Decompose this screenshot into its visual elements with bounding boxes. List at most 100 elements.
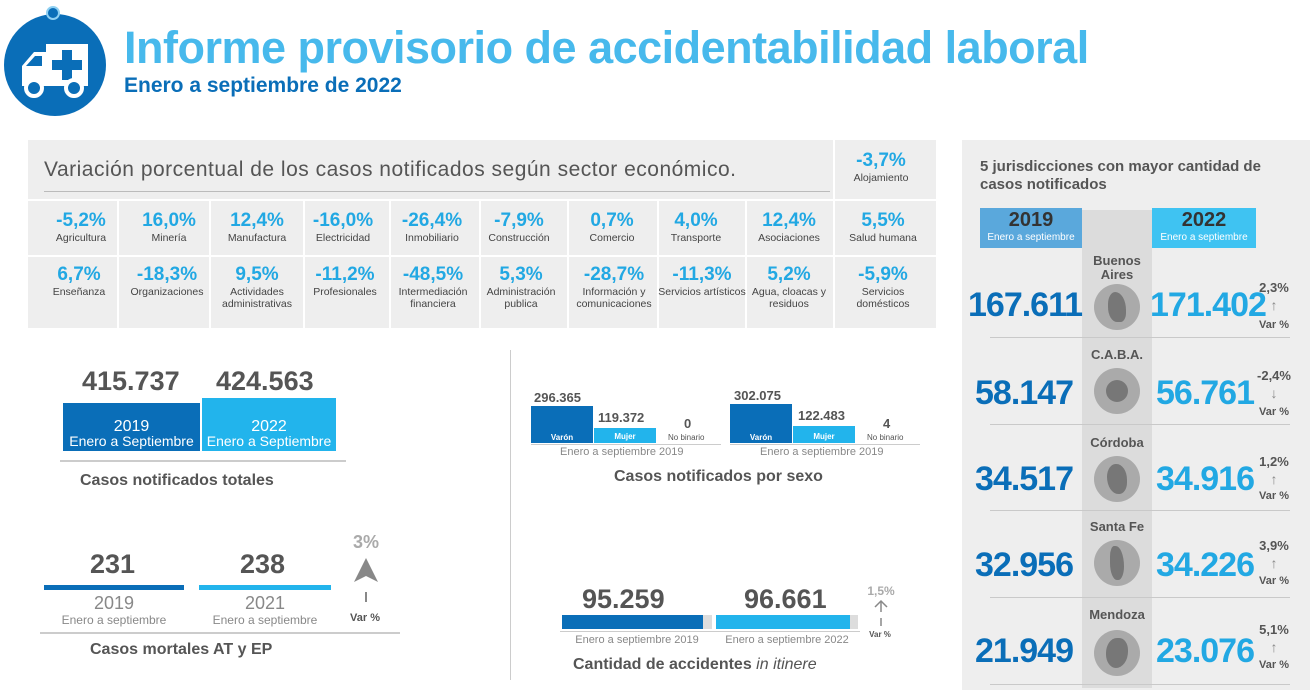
sector-value: -18,3% xyxy=(136,264,198,285)
sex-mujer-label: Mujer xyxy=(813,432,835,441)
santa-fe-map-icon xyxy=(1094,540,1140,586)
mortal-period-2021: Enero a septiembre xyxy=(212,613,318,627)
sector-grid xyxy=(28,140,936,328)
sector-value: 9,5% xyxy=(235,264,279,285)
jurisdictions-header-2019: 2019 Enero a septiembre xyxy=(980,208,1082,248)
mortal-var-label: Var % xyxy=(350,612,380,624)
sector-value: 6,7% xyxy=(57,264,101,285)
sex-varon-label: Varón xyxy=(550,433,574,442)
sector-cell: 5,5% Salud humana xyxy=(838,210,928,244)
row-divider xyxy=(990,337,1290,338)
sex-caption-2: Enero a septiembre 2019 xyxy=(760,446,884,458)
sector-cell: -5,2% Agricultura xyxy=(36,210,126,244)
itinere-label-main: Cantidad de accidentes xyxy=(573,656,757,673)
jurisdiction-value-2019: 21.949 xyxy=(975,632,1074,670)
row-divider xyxy=(990,684,1290,685)
sector-label: Servicios artísticos xyxy=(658,286,746,298)
sex-underline-2 xyxy=(730,444,920,445)
itinere-caption-2019: Enero a septiembre 2019 xyxy=(575,634,699,646)
sector-label: Organizaciones xyxy=(130,286,204,298)
itinere-value-2019: 95.259 xyxy=(582,584,665,614)
cordoba-map-icon xyxy=(1094,456,1140,502)
sector-value: 0,7% xyxy=(590,210,634,231)
sector-label: Servicios domésticos xyxy=(856,286,910,310)
sex-mujer-label: Mujer xyxy=(614,432,636,441)
totals-bar-2022: 2022 Enero a Septiembre xyxy=(202,398,336,451)
sector-value: 5,2% xyxy=(767,264,811,285)
sex-mujer-value-1: 119.372 xyxy=(598,410,645,425)
sex-varon-value-1: 296.365 xyxy=(534,390,581,405)
sector-value: 5,5% xyxy=(861,210,905,231)
sex-varon-value-2: 302.075 xyxy=(734,388,781,403)
mortal-period-2019: Enero a septiembre xyxy=(61,613,167,627)
mortal-year-2021: 2021 xyxy=(244,593,286,613)
itinere-value-2022: 96.661 xyxy=(744,584,827,614)
sex-nobinario-value-1: 0 xyxy=(684,416,692,431)
sector-value: -3,7% xyxy=(856,150,906,171)
totals-period-2019: Enero a Septiembre xyxy=(69,433,194,449)
sector-value: -26,4% xyxy=(401,210,463,231)
sector-value: -7,9% xyxy=(494,210,544,231)
jurisdiction-value-2019: 32.956 xyxy=(975,546,1074,584)
mortal-var-value: 3% xyxy=(352,532,379,552)
sector-label: Enseñanza xyxy=(52,286,106,298)
sector-label: Manufactura xyxy=(227,232,287,244)
sector-value: 12,4% xyxy=(230,210,284,231)
sector-cell: 16,0% Minería xyxy=(124,210,214,244)
sector-cell: -26,4% Inmobiliario xyxy=(387,210,477,244)
row-divider xyxy=(990,597,1290,598)
jurisdiction-name: Mendoza xyxy=(1089,607,1145,622)
mendoza-map-icon xyxy=(1094,630,1140,676)
sector-label: Minería xyxy=(151,232,187,244)
itinere-label-italic: in itinere xyxy=(756,656,817,673)
arrow-icon: ↑ xyxy=(1270,297,1278,313)
jurisdiction-var-label: Var % xyxy=(1259,575,1289,587)
up-arrow-icon xyxy=(874,599,888,626)
sector-label: Actividades administrativas xyxy=(221,286,293,310)
jurisdictions-year-2019: 2019 xyxy=(1008,209,1054,231)
sex-varon-bar-1: Varón xyxy=(531,406,593,443)
jurisdiction-variation: 5,1% xyxy=(1259,622,1289,637)
jurisdiction-var-label: Var % xyxy=(1259,406,1289,418)
sector-value: 16,0% xyxy=(142,210,196,231)
totals-underline xyxy=(60,460,346,462)
row-divider xyxy=(990,424,1290,425)
sector-cell: 5,2% Agua, cloacas y residuos xyxy=(744,264,834,310)
sector-value: -16,0% xyxy=(312,210,374,231)
sector-value: 12,4% xyxy=(762,210,816,231)
sex-varon-label: Varón xyxy=(749,433,773,442)
jurisdictions-title: 5 jurisdicciones con mayor cantidad de c… xyxy=(980,158,1261,193)
itinere-var-value: 1,5% xyxy=(867,584,895,598)
jurisdiction-value-2019: 34.517 xyxy=(975,460,1074,498)
sector-label: Construcción xyxy=(488,232,550,244)
totals-year-2022: 2022 xyxy=(251,418,287,435)
jurisdictions-period-2022: Enero a septiembre xyxy=(1160,232,1248,243)
sex-mujer-bar-2: Mujer xyxy=(793,426,855,443)
totals-bar-2019: 2019 Enero a Septiembre xyxy=(63,403,200,451)
sector-cell: -48,5% Intermediación financiera xyxy=(388,264,478,310)
itinere-underline xyxy=(560,631,860,632)
sex-caption-1: Enero a septiembre 2019 xyxy=(560,446,684,458)
buenos-aires-map-icon xyxy=(1094,284,1140,330)
sector-label: Salud humana xyxy=(849,232,917,244)
ambulance-icon xyxy=(22,44,88,98)
arrow-icon: ↑ xyxy=(1270,555,1278,571)
sector-label: Electricidad xyxy=(315,232,371,244)
sex-varon-bar-2: Varón xyxy=(730,404,792,443)
arrow-icon: ↓ xyxy=(1270,385,1278,401)
mortal-bar-2019 xyxy=(44,585,184,590)
sector-panel xyxy=(28,140,936,328)
sector-cell: -28,7% Información y comunicaciones xyxy=(569,264,659,310)
sector-cell: -3,7% Alojamiento xyxy=(836,150,926,184)
mortal-year-2019: 2019 xyxy=(93,593,135,613)
totals-period-2022: Enero a Septiembre xyxy=(206,433,332,449)
sector-value: -5,9% xyxy=(858,264,908,285)
sector-cell: 5,3% Administración publica xyxy=(476,264,566,310)
sector-label: Asociaciones xyxy=(758,232,820,244)
sector-label: Alojamiento xyxy=(853,172,909,184)
sector-label: Intermediación financiera xyxy=(398,286,468,310)
totals-year-2019: 2019 xyxy=(113,418,150,435)
sector-label: Administración publica xyxy=(486,286,556,310)
sector-cell: 4,0% Transporte xyxy=(651,210,741,244)
sex-mujer-value-2: 122.483 xyxy=(798,408,845,423)
